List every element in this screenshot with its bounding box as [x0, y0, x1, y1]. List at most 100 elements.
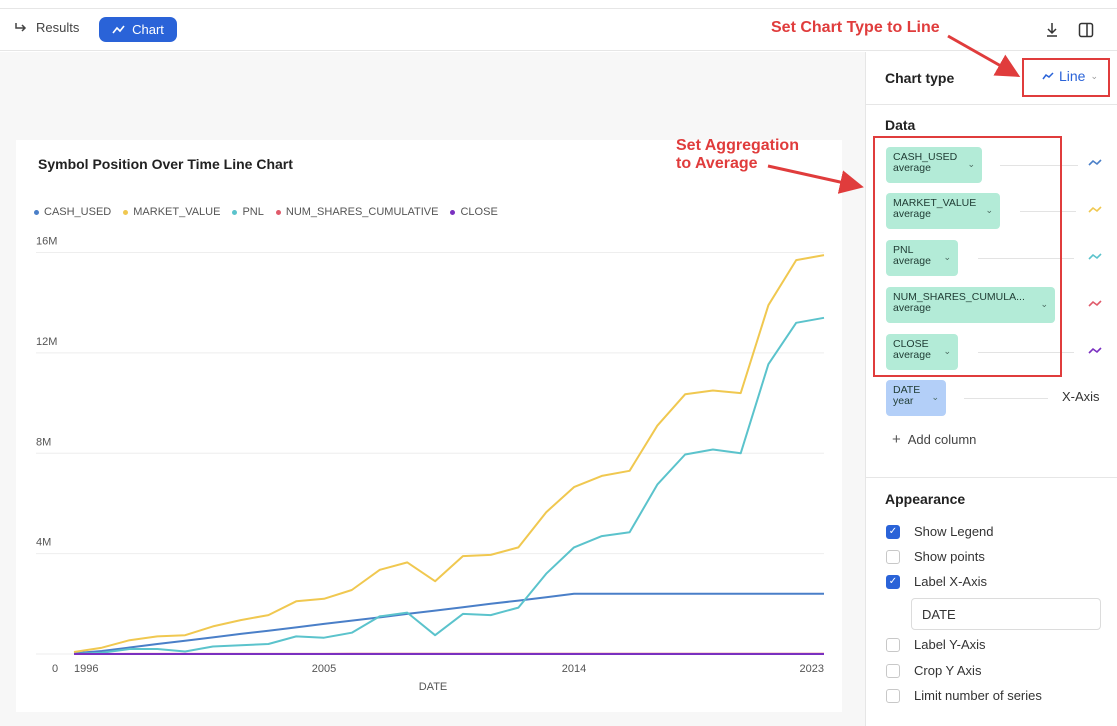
connector-line — [1000, 165, 1078, 166]
series-line-icon[interactable] — [1088, 158, 1102, 168]
series-line-icon[interactable] — [1088, 252, 1102, 262]
legend-label: PNL — [242, 206, 264, 218]
y-tick-label: 8M — [36, 436, 51, 448]
xaxis-column-pill[interactable]: DATE year ⌄ — [886, 380, 946, 416]
annotation-box-chart-type — [1022, 58, 1110, 97]
option-row[interactable]: Label Y-Axis — [886, 637, 986, 652]
x-tick-label: 2023 — [800, 663, 824, 675]
pill-aggregation: average — [893, 349, 931, 361]
legend-item[interactable]: CASH_USED — [34, 206, 111, 218]
checkbox[interactable] — [886, 574, 900, 589]
legend-label: CLOSE — [460, 206, 498, 218]
option-label: Label X-Axis — [914, 574, 987, 589]
line-chart: 0 4M 8M 12M 16M 1996 2005 2014 2023 DATE — [36, 236, 825, 693]
option-label: Label Y-Axis — [914, 637, 986, 652]
xaxis-label: X-Axis — [1062, 389, 1100, 404]
option-row[interactable]: Limit number of series — [886, 688, 1042, 703]
line-chart-icon — [1042, 72, 1054, 80]
legend-item[interactable]: NUM_SHARES_CUMULATIVE — [275, 206, 439, 218]
legend-label: CASH_USED — [44, 206, 112, 218]
annotation-aggregation-line2: to Average — [676, 155, 758, 172]
y-tick-label: 4M — [36, 537, 51, 549]
toolbar: Results Chart — [0, 8, 1117, 51]
chart-type-value: Line — [1059, 68, 1086, 84]
option-label: Limit number of series — [914, 688, 1042, 703]
chevron-down-icon: ⌄ — [1090, 70, 1099, 81]
legend-dot — [34, 209, 39, 215]
annotation-chart-type: Set Chart Type to Line — [771, 19, 940, 36]
x-tick-label: 1996 — [74, 663, 98, 675]
xaxis-label-input[interactable] — [911, 598, 1101, 630]
option-label: Show Legend — [914, 524, 994, 539]
line-chart-icon — [112, 25, 125, 34]
series-line-icon[interactable] — [1088, 205, 1102, 215]
chart-tab-label: Chart — [132, 22, 164, 37]
y-tick-label: 0 — [52, 663, 58, 675]
checkbox[interactable] — [886, 688, 900, 703]
chart-legend: CASH_USED MARKET_VALUE PNL NUM_SHARES_CUMUL… — [34, 206, 498, 218]
x-tick-label: 2005 — [312, 663, 336, 675]
series-line-pnl — [73, 316, 825, 655]
results-tab-label: Results — [36, 20, 80, 35]
return-arrow-icon — [15, 22, 27, 32]
checkbox[interactable] — [886, 663, 900, 678]
y-tick-label: 12M — [36, 336, 57, 348]
legend-dot — [232, 209, 238, 215]
legend-dot — [123, 209, 129, 215]
add-column-label: Add column — [907, 432, 977, 447]
pill-aggregation: year — [893, 395, 914, 407]
sidebar-toggle-icon[interactable] — [1077, 21, 1095, 39]
pill-aggregation: average — [893, 208, 931, 220]
chart-title: Symbol Position Over Time Line Chart — [38, 156, 293, 172]
chevron-down-icon: ⌄ — [943, 346, 951, 356]
chart-tab[interactable]: Chart — [99, 17, 177, 42]
option-row[interactable]: Show points — [886, 549, 985, 564]
pill-name: MARKET_VALUE — [893, 197, 977, 209]
chevron-down-icon: ⌄ — [985, 205, 993, 215]
option-row[interactable]: Show Legend — [886, 524, 994, 539]
series-line-icon[interactable] — [1088, 299, 1102, 309]
chart-settings-panel: Chart type Line ⌄ Data DATE year ⌄ X-Axi… — [865, 52, 1117, 726]
annotation-aggregation-line1: Set Aggregation — [676, 137, 799, 154]
pill-name: CLOSE — [893, 338, 929, 350]
chart-type-select[interactable]: Line ⌄ — [1042, 68, 1098, 84]
series-line-market-value — [73, 254, 825, 653]
results-tab[interactable]: Results — [14, 20, 79, 35]
divider — [866, 477, 1117, 478]
legend-item[interactable]: PNL — [232, 206, 264, 218]
data-heading: Data — [885, 117, 916, 133]
column-pill[interactable]: CASH_USED average ⌄ — [886, 147, 982, 183]
option-row[interactable]: Label X-Axis — [886, 574, 987, 589]
y-tick-label: 16M — [36, 236, 57, 248]
chevron-down-icon: ⌄ — [967, 159, 975, 169]
pill-name: PNL — [893, 244, 914, 256]
pill-aggregation: average — [893, 302, 931, 314]
divider — [866, 104, 1117, 105]
column-pill[interactable]: CLOSE average ⌄ — [886, 334, 958, 370]
checkbox[interactable] — [886, 524, 900, 539]
chart-card: Symbol Position Over Time Line Chart CAS… — [16, 140, 842, 712]
legend-label: NUM_SHARES_CUMULATIVE — [285, 206, 439, 218]
column-pill[interactable]: NUM_SHARES_CUMULA... average ⌄ — [886, 287, 1055, 323]
add-column-button[interactable]: + Add column — [892, 431, 976, 448]
connector-line — [978, 352, 1074, 353]
checkbox[interactable] — [886, 637, 900, 652]
appearance-heading: Appearance — [885, 491, 966, 507]
column-pill[interactable]: PNL average ⌄ — [886, 240, 958, 276]
chevron-down-icon: ⌄ — [931, 392, 939, 402]
legend-item[interactable]: MARKET_VALUE — [123, 206, 220, 218]
chevron-down-icon: ⌄ — [943, 252, 951, 262]
checkbox[interactable] — [886, 549, 900, 564]
x-axis-label: DATE — [419, 681, 448, 693]
annotation-box-aggregation — [873, 136, 1062, 377]
pill-name: CASH_USED — [893, 151, 958, 163]
column-pill[interactable]: MARKET_VALUE average ⌄ — [886, 193, 1000, 229]
legend-item[interactable]: CLOSE — [450, 206, 498, 218]
option-row[interactable]: Crop Y Axis — [886, 663, 981, 678]
download-icon[interactable] — [1043, 21, 1061, 39]
pill-name: DATE — [893, 384, 921, 396]
series-line-icon[interactable] — [1088, 346, 1102, 356]
legend-dot — [450, 209, 456, 215]
pill-aggregation: average — [893, 255, 931, 267]
connector-line — [978, 258, 1074, 259]
